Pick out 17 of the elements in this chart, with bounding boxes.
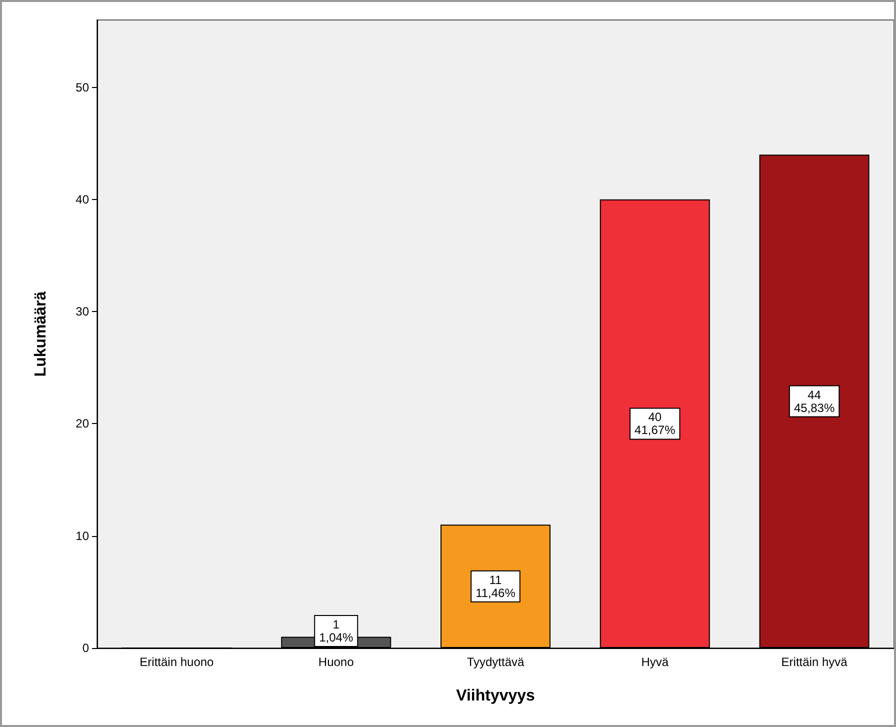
y-tick-label: 30 — [76, 304, 90, 319]
x-axis-title: Viihtyvyys — [456, 688, 536, 704]
x-tick-label: Erittäin hyvä — [781, 655, 848, 669]
y-tick-label: 20 — [76, 416, 90, 431]
y-axis-title: Lukumäärä — [32, 291, 50, 377]
y-tick-label: 10 — [76, 528, 90, 543]
y-tick-label: 0 — [82, 641, 90, 655]
x-tick-label: Huono — [318, 655, 354, 669]
data-label: 40 41,67% — [634, 410, 676, 438]
x-tick-label: Tyydyttävä — [466, 655, 525, 669]
data-label: 11 11,46% — [476, 572, 516, 600]
y-tick-label: 40 — [76, 192, 90, 206]
data-label: 44 45,83% — [794, 388, 835, 415]
y-tick-label: 50 — [76, 80, 90, 94]
data-label: 1 1,04% — [319, 618, 354, 644]
x-tick-label: Erittäin huono — [140, 655, 214, 669]
x-tick-label: Hyvä — [641, 655, 669, 669]
